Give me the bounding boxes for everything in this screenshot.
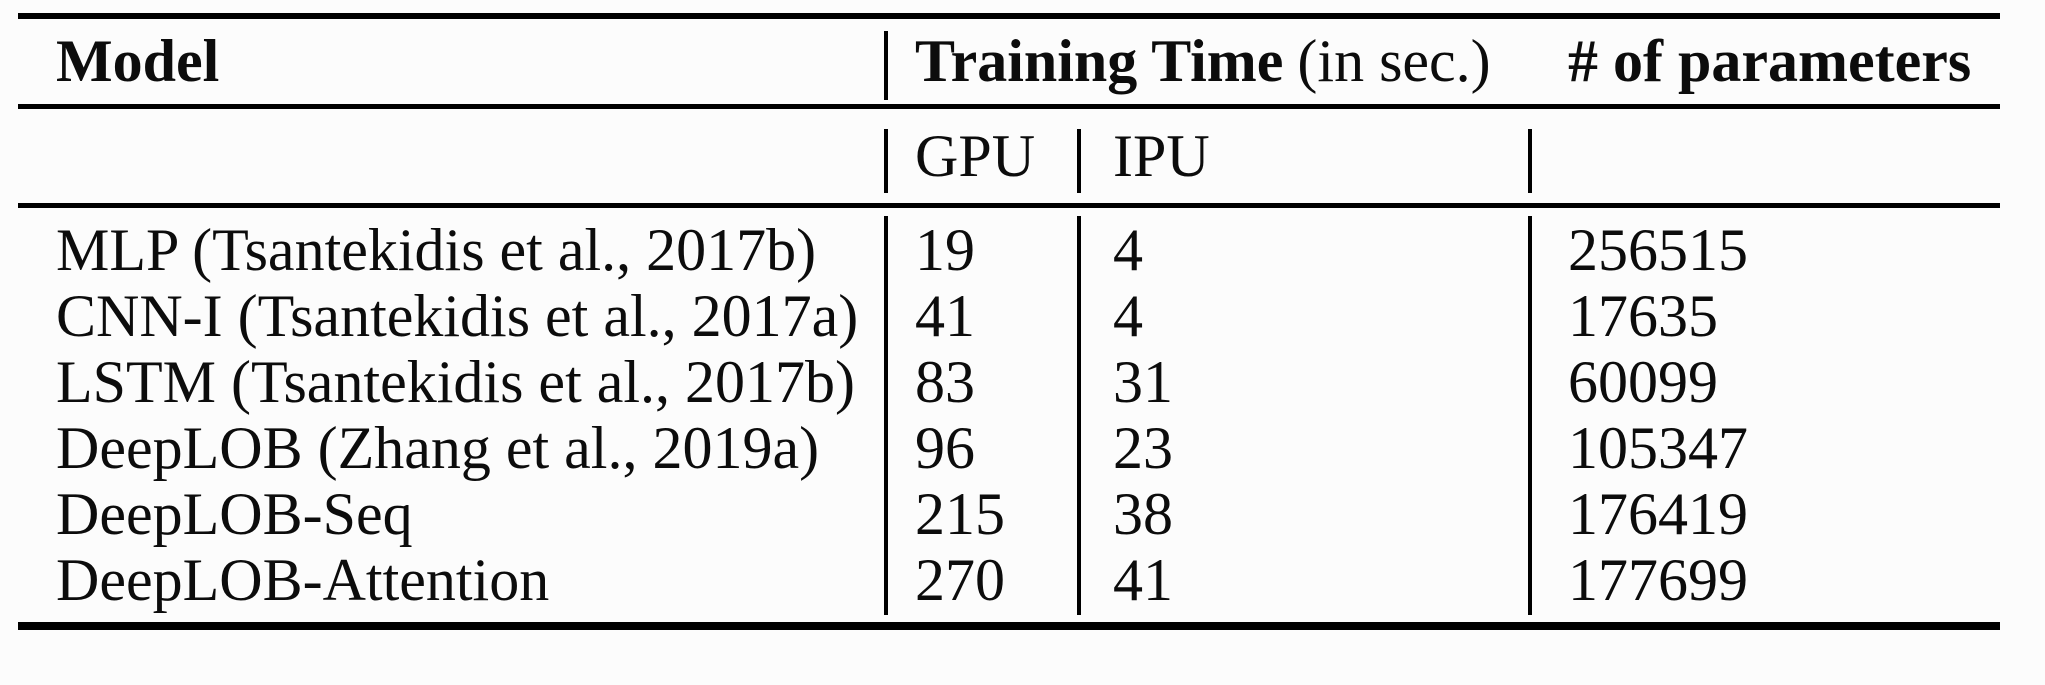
ipu-time-cell: 41 — [1077, 546, 1528, 615]
table-row: MLP (Tsantekidis et al., 2017b) 19 4 256… — [18, 216, 2000, 285]
model-cell: DeepLOB (Zhang et al., 2019a) — [56, 415, 820, 481]
training-time-unit: (in sec.) — [1297, 28, 1491, 94]
parameters-label: # of parameters — [1568, 28, 1972, 94]
params-cell: 105347 — [1528, 414, 2000, 483]
subcolumn-header-ipu: IPU — [1077, 109, 1528, 203]
table-header-row: Model Training Time (in sec.) # of param… — [18, 19, 2000, 104]
ipu-time-cell: 31 — [1077, 348, 1528, 417]
model-cell: MLP (Tsantekidis et al., 2017b) — [56, 217, 817, 283]
column-header-parameters: # of parameters — [1528, 19, 2000, 104]
ipu-time-cell: 23 — [1077, 414, 1528, 483]
model-cell: LSTM (Tsantekidis et al., 2017b) — [56, 349, 856, 415]
params-cell: 17635 — [1528, 282, 2000, 351]
gpu-label: GPU — [915, 122, 1036, 189]
table-top-rule — [18, 13, 2000, 19]
column-divider — [1077, 129, 1081, 193]
model-cell: DeepLOB-Attention — [56, 547, 550, 613]
params-cell: 177699 — [1528, 546, 2000, 615]
table-subheader-row: GPU IPU — [18, 109, 2000, 203]
table-row: DeepLOB-Attention 270 41 177699 — [18, 546, 2000, 615]
gpu-time-cell: 83 — [884, 348, 1077, 417]
column-header-training-time: Training Time (in sec.) — [884, 19, 1528, 104]
model-cell: DeepLOB-Seq — [56, 481, 413, 547]
ipu-time-cell: 4 — [1077, 282, 1528, 351]
gpu-time-cell: 270 — [884, 546, 1077, 615]
model-cell: CNN-I (Tsantekidis et al., 2017a) — [56, 283, 859, 349]
column-divider — [884, 129, 888, 193]
table-row: CNN-I (Tsantekidis et al., 2017a) 41 4 1… — [18, 282, 2000, 351]
params-cell: 176419 — [1528, 480, 2000, 549]
subcolumn-header-gpu: GPU — [884, 109, 1077, 203]
table-row: DeepLOB (Zhang et al., 2019a) 96 23 1053… — [18, 414, 2000, 483]
subheader-rule — [18, 203, 2000, 208]
gpu-time-cell: 215 — [884, 480, 1077, 549]
results-table: Model Training Time (in sec.) # of param… — [18, 13, 2000, 630]
column-divider — [884, 31, 888, 100]
gpu-time-cell: 96 — [884, 414, 1077, 483]
gpu-time-cell: 19 — [884, 216, 1077, 285]
training-time-label: Training Time — [915, 28, 1284, 94]
column-header-model-label: Model — [56, 28, 220, 94]
subcolumn-header-parameters-empty — [1528, 109, 2000, 203]
table-row: LSTM (Tsantekidis et al., 2017b) 83 31 6… — [18, 348, 2000, 417]
ipu-time-cell: 4 — [1077, 216, 1528, 285]
table-row: DeepLOB-Seq 215 38 176419 — [18, 480, 2000, 549]
header-rule — [18, 104, 2000, 109]
column-divider — [1528, 129, 1532, 193]
params-cell: 256515 — [1528, 216, 2000, 285]
ipu-label: IPU — [1113, 122, 1210, 189]
ipu-time-cell: 38 — [1077, 480, 1528, 549]
params-cell: 60099 — [1528, 348, 2000, 417]
table-body: MLP (Tsantekidis et al., 2017b) 19 4 256… — [18, 208, 2000, 622]
gpu-time-cell: 41 — [884, 282, 1077, 351]
column-header-model: Model — [18, 19, 884, 104]
table-bottom-rule — [18, 622, 2000, 630]
